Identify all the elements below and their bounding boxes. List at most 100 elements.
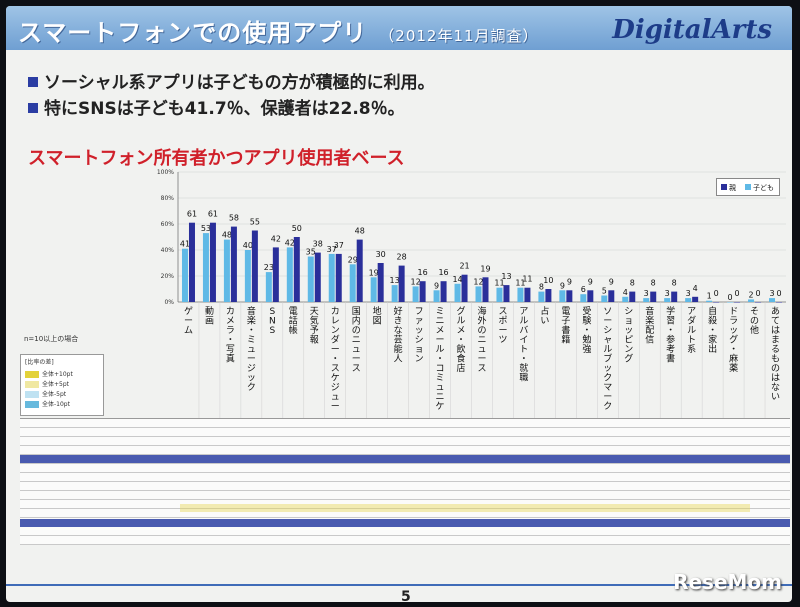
category-label: ャ	[603, 336, 612, 346]
slide-title: スマートフォンでの使用アプリ （2012年11月調査）	[18, 19, 539, 47]
category-label: ソ	[603, 307, 612, 317]
category-label: ス	[498, 307, 507, 317]
category-label: い	[771, 393, 780, 403]
bullet-square-icon	[28, 77, 38, 87]
bar-parent	[412, 286, 419, 302]
value-label: 9	[609, 277, 614, 286]
bar-parent	[706, 300, 713, 302]
category-label: ・	[247, 326, 256, 336]
value-label: 1	[707, 292, 712, 301]
bar-child	[314, 252, 321, 302]
bar-child	[251, 230, 258, 302]
value-label: 41	[180, 240, 190, 249]
chart-heading: スマートフォン所有者かつアプリ使用者ベース	[28, 148, 405, 169]
difference-legend-item: 全体+10pt	[25, 369, 99, 378]
chart-legend: 親 子ども	[716, 178, 780, 196]
category-label: ポ	[498, 316, 507, 327]
category-label: ケ	[436, 401, 445, 412]
bar-child	[671, 291, 678, 302]
category-label: バ	[519, 325, 528, 336]
category-label: て	[771, 317, 780, 327]
digitalarts-logo: DigitalArts	[612, 15, 772, 45]
category-label: フ	[415, 307, 424, 317]
category-label: 国	[352, 306, 361, 317]
category-label: ッ	[603, 364, 612, 374]
category-label: ア	[687, 307, 696, 317]
category-label: 籍	[561, 334, 570, 346]
value-label: 61	[208, 210, 218, 219]
category-label: ケ	[331, 373, 340, 384]
value-label: 9	[567, 277, 572, 286]
category-label: ジ	[247, 364, 256, 374]
category-label: 強	[582, 343, 591, 355]
category-label: 子	[561, 316, 570, 327]
category-label: い	[540, 317, 549, 327]
category-label: ョ	[624, 317, 633, 327]
bullet-square-icon	[28, 103, 38, 113]
category-label: S	[269, 326, 275, 336]
category-label: 音	[645, 305, 654, 317]
bar-child	[230, 226, 237, 302]
category-label: 他	[750, 324, 759, 336]
table-section-band	[20, 455, 790, 463]
value-label: 0	[735, 289, 740, 298]
category-label: な	[771, 382, 780, 393]
value-label: 58	[229, 214, 239, 223]
category-label: 薬	[729, 362, 738, 374]
category-label: ッ	[247, 374, 256, 384]
category-label: シ	[415, 336, 424, 346]
value-label: 4	[693, 284, 698, 293]
value-label: 0	[714, 289, 719, 298]
category-label: 海	[477, 305, 486, 317]
category-label: は	[771, 373, 780, 384]
value-label: 35	[306, 248, 316, 257]
value-label: 48	[222, 231, 232, 240]
bar-parent	[538, 291, 545, 302]
value-label: 37	[327, 245, 337, 254]
category-label: ー	[331, 345, 340, 355]
category-label: ジ	[331, 383, 340, 393]
bar-parent	[517, 287, 524, 302]
value-label: 50	[292, 224, 302, 233]
category-label: グ	[729, 334, 738, 346]
value-label: 12	[411, 277, 421, 286]
category-label: ト	[687, 336, 696, 346]
category-label: ア	[519, 307, 528, 317]
category-label: ミ	[247, 336, 256, 346]
category-label: ー	[477, 355, 486, 365]
category-label: 能	[394, 343, 403, 355]
category-label: 殺	[708, 315, 717, 327]
category-label: 人	[394, 354, 403, 365]
category-label: 好	[394, 305, 403, 317]
category-label: も	[771, 354, 780, 365]
category-label: ル	[687, 326, 696, 336]
category-label: ー	[603, 393, 612, 403]
category-label: 学	[666, 305, 675, 317]
category-label: 験	[582, 315, 591, 327]
category-label: 芸	[394, 334, 403, 346]
category-label: ダ	[331, 334, 340, 346]
category-label: ト	[519, 345, 528, 355]
bar-child	[650, 291, 657, 302]
category-label: メ	[457, 326, 466, 336]
slide: スマートフォンでの使用アプリ （2012年11月調査） DigitalArts ソ…	[6, 6, 792, 602]
value-label: 42	[285, 238, 295, 247]
category-label: 電	[289, 306, 298, 317]
value-label: 53	[201, 224, 211, 233]
category-label: ッ	[415, 326, 424, 336]
difference-legend-item: 全体-10pt	[25, 399, 99, 408]
bar-parent	[769, 298, 776, 302]
value-label: 29	[348, 255, 358, 264]
category-label: ー	[603, 317, 612, 327]
value-label: 37	[334, 241, 344, 250]
bar-child	[377, 263, 384, 302]
category-label: メ	[226, 317, 235, 327]
bar-parent	[727, 302, 734, 303]
value-label: 16	[418, 268, 428, 277]
y-tick-label: 100%	[157, 169, 174, 176]
y-tick-label: 40%	[161, 247, 175, 254]
legend-swatch-child	[745, 184, 751, 190]
bar-chart: 0%20%40%60%80%100%4161ゲーム5361動画4858カメラ・写…	[157, 169, 786, 418]
value-label: 40	[243, 241, 253, 250]
value-label: 3	[686, 289, 691, 298]
